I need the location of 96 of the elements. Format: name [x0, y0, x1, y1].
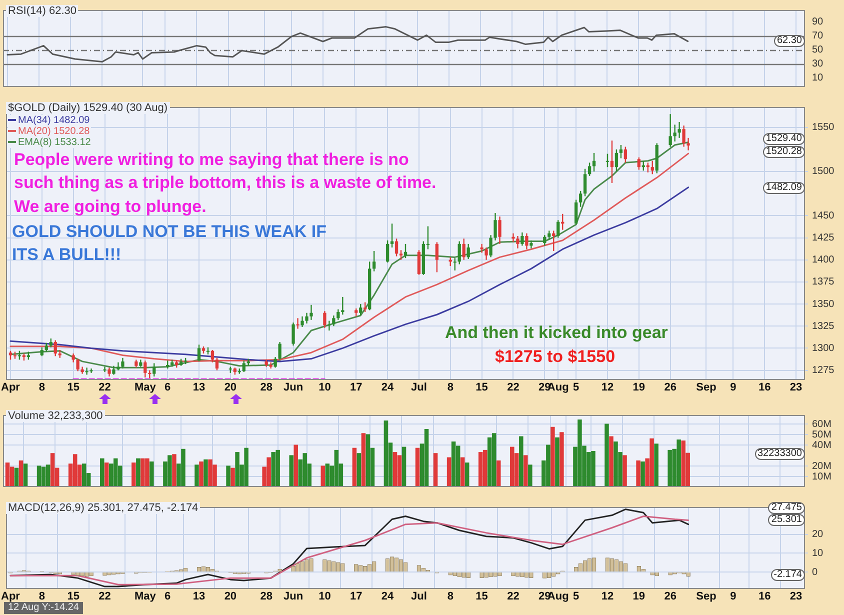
y-tick-label: 70 [812, 30, 824, 42]
y-tick-label: 10 [812, 548, 824, 559]
x-tick-label: Apr [1, 590, 21, 603]
x-tick-label: 9 [730, 590, 736, 603]
annotation: 32233300 [754, 448, 805, 460]
x-tick-label: May [134, 382, 157, 394]
x-tick-label: 6 [164, 382, 171, 394]
x-tick-label: Apr [1, 382, 21, 394]
x-tick-label: 15 [476, 382, 488, 394]
y-tick-label: 1325 [812, 320, 835, 332]
x-tick-label: 17 [350, 590, 362, 603]
x-tick-label: 26 [664, 382, 676, 394]
x-tick-label: 22 [98, 590, 111, 603]
x-tick-label: 19 [632, 382, 646, 394]
x-tick-label: 20 [224, 590, 237, 603]
annotation: 25.301 [768, 514, 805, 526]
y-tick-label: 30 [812, 58, 824, 70]
x-tick-label: 22 [98, 382, 111, 394]
x-tick-label: 12 [601, 382, 614, 394]
legend-label: EMA(8) 1533.12 [17, 137, 91, 148]
annotation: 1482.09 [762, 182, 805, 194]
x-tick-label: 6 [164, 590, 171, 603]
annotation: And then it kicked into gear [445, 323, 668, 343]
x-tick-label: 24 [381, 590, 395, 603]
x-tick-label: Jun [284, 590, 304, 603]
x-tick-label: Jun [284, 382, 304, 394]
x-tick-label: 28 [260, 382, 272, 394]
x-tick-label: 16 [758, 590, 771, 603]
x-tick-label: 23 [790, 382, 802, 394]
x-tick-label: 15 [67, 590, 80, 603]
x-tick-label: 22 [507, 382, 520, 394]
x-tick-label: 12 [601, 590, 614, 603]
y-tick-label: 50 [812, 44, 824, 56]
y-tick-label: 1300 [812, 342, 835, 354]
x-tick-label: 5 [573, 590, 580, 603]
legend-label: MA(34) 1482.09 [17, 115, 91, 126]
x-tick-label: May [134, 590, 157, 603]
x-tick-label: 15 [67, 382, 80, 394]
annotation: 27.475 [768, 502, 805, 514]
y-tick-label: 20M [812, 460, 832, 472]
y-tick-label: 1550 [812, 122, 835, 134]
annotation: People were writing to me saying that there is no [14, 150, 409, 170]
y-tick-label: 40M [812, 440, 832, 451]
x-tick-label: 8 [38, 382, 45, 394]
x-tick-label: Sep [696, 590, 717, 603]
x-tick-label: 26 [664, 590, 676, 603]
y-tick-label: 90 [812, 16, 824, 28]
y-tick-label: 1350 [812, 298, 835, 310]
y-tick-label: 1400 [812, 254, 835, 266]
x-tick-label: 13 [192, 590, 206, 603]
x-tick-label: 22 [507, 590, 520, 603]
chart-title: MACD(12,26,9) 25.301, 27.475, -2.174 [6, 502, 200, 514]
x-tick-label: 9 [730, 382, 736, 394]
y-tick-label: 1500 [812, 166, 835, 178]
x-tick-label: Sep [696, 382, 717, 394]
x-tick-label: 17 [350, 382, 362, 394]
x-tick-label: 8 [38, 590, 45, 603]
y-tick-label: 1425 [812, 232, 835, 244]
y-tick-label: 1375 [812, 276, 835, 288]
x-tick-label: 23 [790, 590, 802, 603]
x-tick-label: Jul [411, 590, 427, 603]
chart-title: $GOLD (Daily) 1529.40 (30 Aug) [6, 102, 170, 114]
text: 12 Aug Y:-14.24 [4, 602, 83, 614]
annotation: 62.30 [774, 35, 805, 47]
chart-title: Volume 32,233,300 [6, 410, 105, 422]
y-tick-label: 1450 [812, 210, 835, 222]
chart-title: RSI(14) 62.30 [6, 5, 78, 17]
x-tick-label: 28 [260, 590, 272, 603]
annotation: -2.174 [770, 569, 805, 581]
x-tick-label: 10 [318, 590, 331, 603]
y-tick-label: 60M [812, 418, 832, 430]
x-tick-label: 8 [447, 382, 454, 394]
x-tick-label: Jul [411, 382, 427, 394]
x-tick-label: 20 [224, 382, 237, 394]
x-tick-label: 24 [381, 382, 395, 394]
annotation: ITS A BULL!!! [12, 245, 122, 265]
annotation: We are going to plunge. [14, 197, 206, 217]
annotation: 1520.28 [762, 146, 805, 158]
y-tick-label: 0 [812, 566, 818, 578]
x-tick-label: 19 [632, 590, 646, 603]
y-tick-label: 10M [812, 471, 832, 482]
x-tick-label: 8 [447, 590, 454, 603]
x-tick-label: 16 [758, 382, 771, 394]
y-tick-label: 1275 [812, 365, 835, 376]
annotation: GOLD SHOULD NOT BE THIS WEAK IF [12, 222, 326, 242]
annotation: such thing as a triple bottom, this is a waste of time. [14, 173, 436, 193]
x-tick-label: 5 [573, 382, 580, 394]
legend-label: MA(20) 1520.28 [17, 126, 91, 137]
y-tick-label: 50M [812, 429, 832, 440]
x-tick-label: 13 [192, 382, 206, 394]
annotation: $1275 to $1550 [495, 347, 616, 367]
y-tick-label: 20 [812, 529, 824, 540]
x-tick-label: 10 [318, 382, 331, 394]
y-tick-label: 10 [812, 72, 824, 84]
annotation: 1529.40 [762, 133, 805, 145]
x-tick-label: 15 [476, 590, 488, 603]
